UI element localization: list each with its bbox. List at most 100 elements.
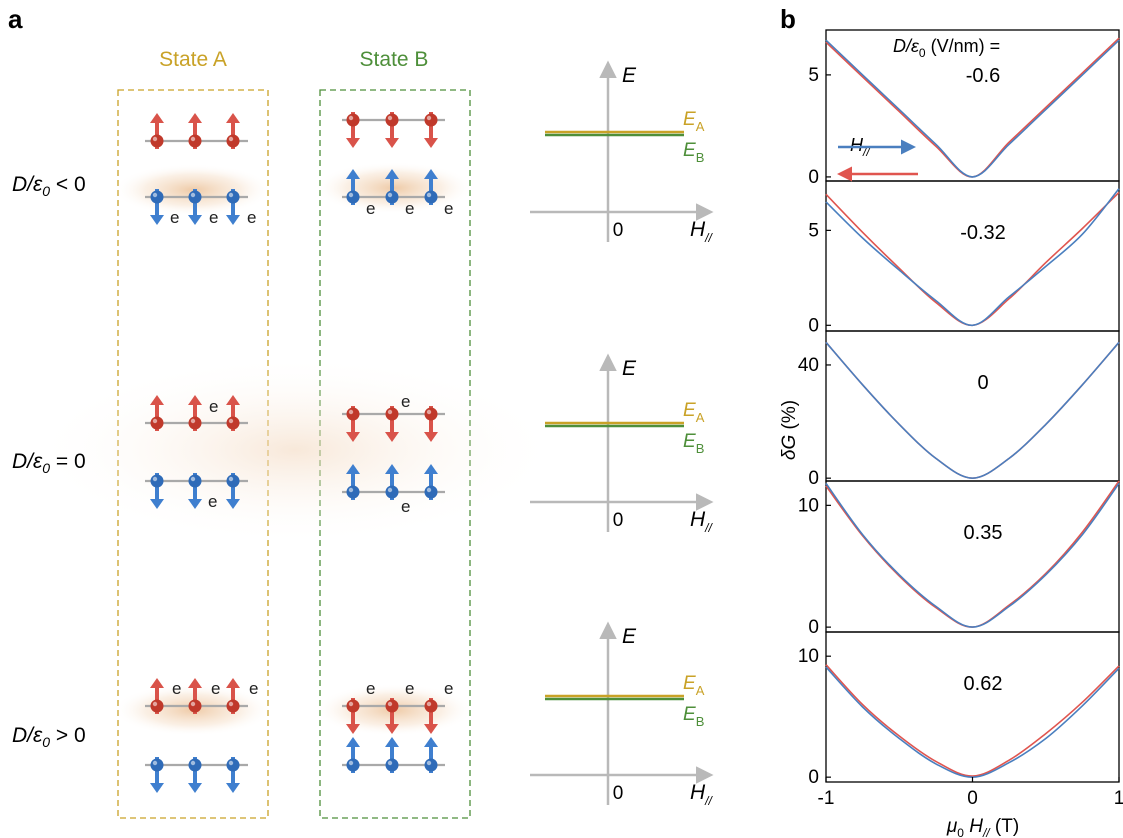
spin-arrowhead [188, 678, 202, 688]
spin-arrowhead [424, 724, 438, 734]
energy-label-b: EB [683, 431, 704, 456]
spin-arrowhead [424, 169, 438, 179]
panel-a-label: a [8, 4, 23, 34]
spin-arrowhead [424, 138, 438, 148]
spin-ball [346, 407, 360, 421]
state-b-title: State B [360, 48, 429, 71]
x-axis-label: μ0 H// (T) [946, 816, 1019, 838]
d-header: D/ε0 (V/nm) = [893, 36, 1000, 60]
spin-arrowhead [188, 113, 202, 123]
energy-axis-label: E [622, 64, 637, 87]
d-value-label: -0.6 [966, 65, 1000, 87]
sweep-legend: H// [837, 135, 918, 182]
spin-highlight [426, 409, 432, 415]
spin-highlight [387, 760, 393, 766]
subplot-2: 0 5 -0.32 [808, 180, 1120, 336]
y-tick-label: 5 [808, 220, 819, 241]
condition-positive: D/ε0 > 0 [12, 724, 86, 750]
spin-ball [226, 134, 240, 148]
spin-up [188, 678, 202, 714]
spin-highlight [190, 136, 196, 142]
spin-up [226, 678, 240, 714]
spin-highlight [228, 192, 234, 198]
spin-highlight [228, 701, 234, 707]
spin-up [385, 464, 399, 500]
spin-highlight [152, 418, 158, 424]
spin-arrowhead [150, 113, 164, 123]
electron-label: e [211, 679, 220, 698]
spin-highlight [152, 701, 158, 707]
zero-label: 0 [613, 510, 624, 531]
spin-arrowhead [346, 724, 360, 734]
spin-ball [424, 190, 438, 204]
spin-ball [150, 190, 164, 204]
energy-diagram: E 0 H// EA EB [530, 353, 714, 535]
spin-arrowhead [188, 215, 202, 225]
field-axis-label: H// [690, 781, 714, 808]
electron-label: e [208, 492, 217, 511]
d-value-label: 0.35 [964, 522, 1003, 544]
spin-arrowhead [346, 432, 360, 442]
spin-arrowhead [385, 737, 399, 747]
spin-arrowhead [385, 724, 399, 734]
spin-down [188, 473, 202, 509]
subplot-4: 0 10 0.35 [798, 480, 1120, 638]
spin-arrowhead [188, 499, 202, 509]
x-tick-label: -1 [818, 788, 835, 809]
electron-label: e [444, 199, 453, 218]
spin-highlight [387, 701, 393, 707]
trace-forward [825, 188, 1120, 327]
spin-ball [188, 758, 202, 772]
spin-arrowhead [346, 138, 360, 148]
spin-arrowhead [226, 783, 240, 793]
spin-arrowhead [385, 432, 399, 442]
spin-up [226, 395, 240, 431]
y-tick-label: 0 [808, 315, 819, 336]
spin-up [424, 464, 438, 500]
spin-down [226, 189, 240, 225]
d-value-label: 0.62 [964, 673, 1003, 695]
spin-up [150, 113, 164, 149]
d-value-label: 0 [977, 372, 988, 394]
spin-highlight [152, 760, 158, 766]
spin-ball [226, 758, 240, 772]
spin-up [424, 169, 438, 205]
trace-forward [825, 341, 1120, 480]
spin-highlight [387, 487, 393, 493]
spin-arrowhead [226, 499, 240, 509]
spin-ball [150, 699, 164, 713]
spin-down [226, 757, 240, 793]
electron-label: e [170, 208, 179, 227]
spin-ball [385, 113, 399, 127]
trace-backward [825, 191, 1120, 327]
spin-down [385, 112, 399, 148]
energy-label-b: EB [683, 704, 704, 729]
spin-ball [385, 699, 399, 713]
spin-down [346, 112, 360, 148]
spin-arrowhead [346, 464, 360, 474]
spin-down [424, 112, 438, 148]
spin-ball [226, 699, 240, 713]
energy-diagram: E 0 H// EA EB [530, 60, 714, 245]
spin-highlight [387, 115, 393, 121]
condition-zero: D/ε0 = 0 [12, 450, 86, 476]
spin-highlight [190, 418, 196, 424]
state-a-title: State A [159, 48, 227, 71]
spin-down [150, 189, 164, 225]
field-axis-label: H// [690, 218, 714, 245]
electron-label: e [401, 392, 410, 411]
spin-ball [346, 699, 360, 713]
spin-up [226, 113, 240, 149]
electron-label: e [405, 679, 414, 698]
electron-label: e [405, 199, 414, 218]
spin-highlight [348, 760, 354, 766]
electron-label: e [444, 679, 453, 698]
zero-label: 0 [613, 783, 624, 804]
spin-highlight [152, 192, 158, 198]
spin-up [188, 113, 202, 149]
trace-backward [825, 480, 1120, 628]
spin-up [424, 737, 438, 773]
subplot-frame [825, 330, 1120, 482]
